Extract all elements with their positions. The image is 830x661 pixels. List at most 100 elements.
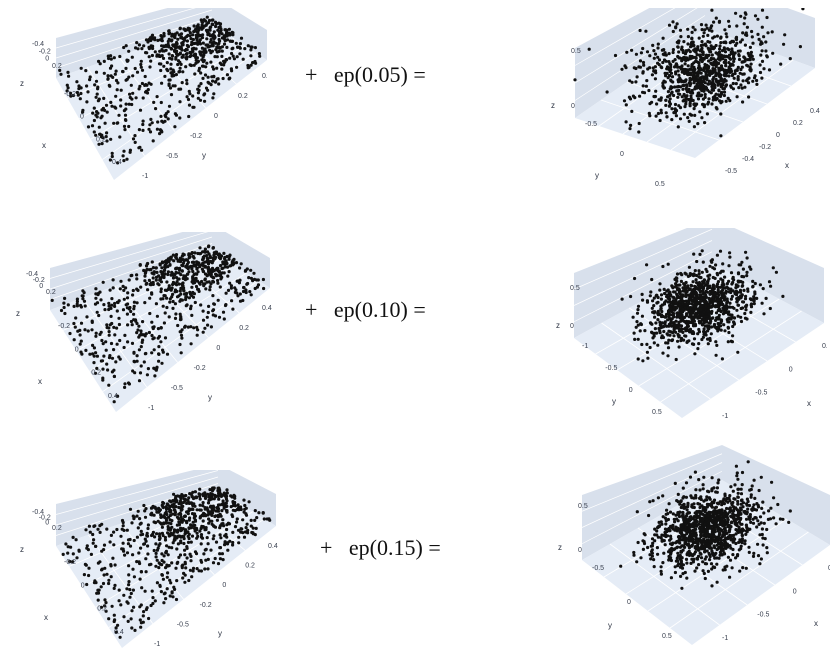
data-point <box>747 545 751 549</box>
data-point <box>214 540 219 544</box>
data-point <box>692 317 696 321</box>
data-point <box>95 366 99 370</box>
data-point <box>244 526 248 530</box>
data-point <box>220 54 224 59</box>
data-point <box>117 316 121 320</box>
data-point <box>249 45 253 49</box>
data-point <box>206 508 210 512</box>
data-point <box>716 62 720 66</box>
scatter-plot-original-1[interactable]: 0.20-0.2-0.4-0.200.20.4-1-0.5-0.200.20.4… <box>12 8 267 180</box>
data-point <box>688 57 692 61</box>
data-point <box>671 20 675 24</box>
data-point <box>648 553 652 557</box>
data-point <box>190 294 194 298</box>
data-point <box>665 71 669 75</box>
data-point <box>728 255 732 259</box>
data-point <box>76 329 80 333</box>
data-point <box>707 90 712 94</box>
data-point <box>178 60 182 64</box>
data-point <box>676 492 680 496</box>
data-point <box>214 22 219 26</box>
scatter-plot-original-3[interactable]: 0.2 0 -0.2 -0.4 -0.2 0 0.2 0.4 -1 -0.5 -0.2 0 0.2 0.4… <box>12 470 282 655</box>
data-point <box>159 68 163 73</box>
grid-line <box>573 251 713 323</box>
data-point <box>193 72 197 76</box>
data-point <box>693 28 697 32</box>
y-tick-label: 0 <box>776 132 780 139</box>
data-point <box>114 630 119 634</box>
data-point <box>218 533 222 537</box>
data-point <box>186 498 190 502</box>
data-point <box>206 323 210 327</box>
data-point <box>208 288 212 292</box>
data-point <box>153 367 157 371</box>
data-point <box>189 559 193 563</box>
data-point <box>666 354 670 358</box>
data-point <box>723 295 727 299</box>
data-point <box>171 282 175 287</box>
data-point <box>671 29 675 34</box>
data-point <box>729 521 734 525</box>
data-point <box>689 82 693 86</box>
y-tick-label: -1 <box>142 173 148 180</box>
data-point <box>175 283 179 287</box>
data-point <box>218 285 222 289</box>
data-point <box>255 516 259 520</box>
data-point <box>696 74 700 78</box>
data-point <box>242 510 246 514</box>
data-point <box>677 56 681 60</box>
data-point <box>160 130 164 134</box>
data-point <box>189 540 193 544</box>
data-point <box>150 333 154 338</box>
x-tick-label: 0 <box>81 582 85 589</box>
grid-line <box>573 240 713 306</box>
data-point <box>127 102 131 106</box>
y-tick-label: 0.2 <box>238 93 248 100</box>
data-point <box>257 52 261 56</box>
scatter-plot-original-2[interactable]: 0.2 0 -0.2 -0.4 -0.2 0 0.2 0.4 -1 -0.5 -0.2 0 0.2 0.4… <box>8 232 276 418</box>
data-point <box>109 314 113 318</box>
data-point <box>267 517 271 521</box>
data-point <box>690 64 694 68</box>
data-point <box>670 85 674 90</box>
data-point <box>691 25 695 29</box>
data-point <box>139 59 143 63</box>
data-point <box>159 326 163 330</box>
data-point <box>148 311 152 316</box>
data-point <box>209 44 213 48</box>
data-point <box>693 569 697 573</box>
data-point <box>721 87 725 91</box>
data-point <box>166 272 170 277</box>
data-point <box>681 70 686 74</box>
data-point <box>679 574 683 578</box>
scatter-plot-noisy-1[interactable]: 0.5 0 -0.5 0 0.5 -0.5 -0.4 -0.2 0 0.2 0.4 z x y <box>545 8 825 193</box>
data-point <box>235 517 239 521</box>
data-point <box>114 78 119 83</box>
data-point <box>195 333 199 337</box>
data-point <box>236 528 241 532</box>
data-point <box>235 520 239 524</box>
data-point <box>622 99 627 103</box>
back-pane <box>582 445 722 560</box>
data-point <box>659 297 663 301</box>
data-point <box>144 351 148 356</box>
data-point <box>662 551 666 555</box>
data-point <box>679 271 683 276</box>
data-point <box>694 278 698 282</box>
data-point <box>686 35 690 39</box>
data-point <box>703 62 707 67</box>
data-point <box>90 319 94 323</box>
data-point <box>663 322 667 326</box>
data-point <box>177 70 181 74</box>
data-point <box>705 317 709 321</box>
data-point <box>186 540 191 544</box>
data-point <box>695 53 700 57</box>
data-point <box>207 521 211 525</box>
data-point <box>690 342 695 346</box>
data-point <box>753 290 757 294</box>
data-point <box>171 253 175 257</box>
data-point <box>127 564 131 568</box>
data-point <box>752 76 757 80</box>
